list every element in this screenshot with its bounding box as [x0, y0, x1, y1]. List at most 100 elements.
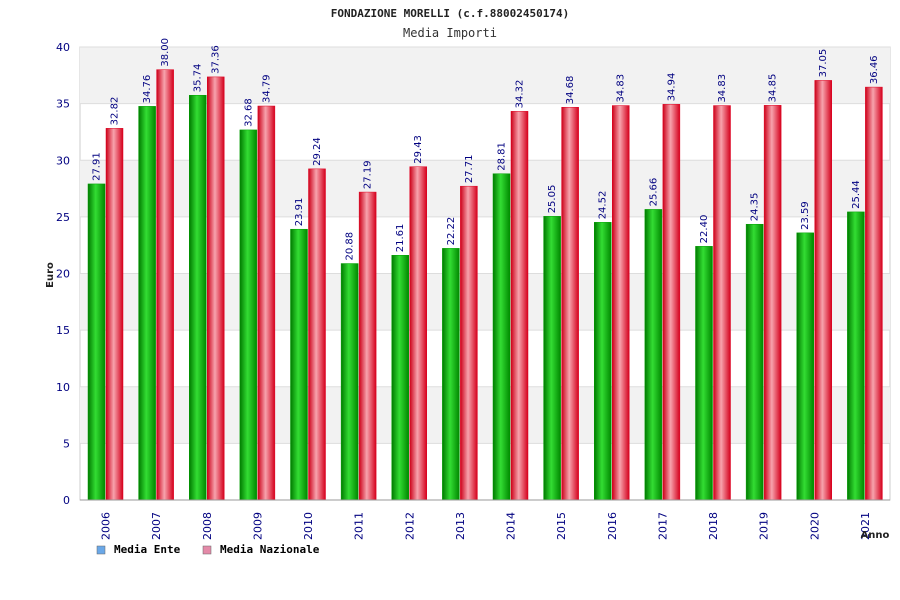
legend-swatch — [202, 545, 212, 555]
data-label: 34.68 — [565, 76, 576, 105]
data-label: 34.85 — [768, 74, 779, 103]
data-label: 28.81 — [497, 142, 508, 171]
y-tick-label: 10 — [56, 381, 70, 394]
data-label: 22.40 — [699, 215, 710, 244]
x-tick-label: 2020 — [808, 512, 821, 540]
y-tick-label: 0 — [63, 494, 70, 507]
x-tick-label: 2011 — [353, 512, 366, 540]
x-tick-label: 2007 — [150, 512, 163, 540]
y-axis: 0 5 10 15 20 25 30 35 40 — [56, 41, 70, 507]
data-label: 24.52 — [598, 191, 609, 220]
x-axis-label: Anno — [861, 530, 890, 541]
bar-media-nazionale — [409, 166, 427, 501]
data-label: 27.91 — [92, 152, 103, 181]
legend-label: Media Nazionale — [220, 543, 320, 556]
chart-subtitle: Media Importi — [403, 26, 497, 40]
data-label: 32.68 — [243, 98, 254, 127]
data-label: 34.76 — [142, 75, 153, 104]
x-tick-label: 2009 — [251, 512, 264, 540]
data-label: 38.00 — [160, 38, 171, 67]
x-tick-label: 2008 — [201, 512, 214, 540]
x-tick-label: 2016 — [606, 512, 619, 540]
data-label: 20.88 — [345, 232, 356, 261]
bar-media-ente — [543, 216, 561, 501]
bar-media-ente — [87, 183, 106, 501]
data-label: 37.05 — [818, 49, 829, 78]
bar-media-ente — [594, 222, 612, 501]
bar-media-ente — [138, 106, 156, 501]
bar-media-nazionale — [156, 69, 174, 501]
data-label: 24.35 — [750, 193, 761, 222]
bar-media-nazionale — [105, 128, 124, 501]
x-tick-label: 2012 — [403, 512, 416, 540]
bar-series: 27.91 32.82 34.76 38.00 35.74 37.36 32.68 34.79… — [87, 38, 883, 501]
data-label: 29.43 — [413, 135, 424, 164]
bar-media-nazionale — [662, 104, 681, 501]
bar-media-nazionale — [460, 185, 478, 501]
bar-media-ente — [239, 129, 258, 501]
y-axis-label: Euro — [45, 262, 56, 288]
legend-swatch — [96, 545, 106, 555]
bar-media-nazionale — [713, 105, 731, 501]
bar-media-ente — [340, 263, 359, 501]
legend-label: Media Ente — [114, 543, 181, 556]
bar-media-ente — [796, 232, 814, 501]
data-label: 34.83 — [616, 74, 627, 103]
data-label: 25.05 — [547, 185, 558, 214]
data-label: 34.32 — [515, 80, 526, 109]
data-label: 35.74 — [193, 64, 204, 93]
data-label: 32.82 — [110, 97, 121, 126]
data-label: 37.36 — [211, 45, 222, 74]
data-label: 25.66 — [648, 178, 659, 207]
bar-media-ente — [847, 211, 865, 501]
y-tick-label: 20 — [56, 268, 70, 281]
bar-media-nazionale — [865, 86, 883, 501]
bar-media-ente — [745, 223, 764, 501]
x-tick-label: 2021 — [859, 512, 872, 540]
y-tick-label: 40 — [56, 41, 70, 54]
y-tick-label: 30 — [56, 154, 70, 167]
x-tick-label: 2014 — [505, 512, 518, 540]
bar-media-ente — [442, 248, 460, 501]
x-tick-label: 2017 — [656, 512, 669, 540]
y-tick-label: 5 — [63, 437, 70, 450]
x-tick-label: 2019 — [758, 512, 771, 540]
x-tick-label: 2006 — [100, 512, 113, 540]
bar-media-ente — [492, 173, 511, 501]
x-tick-label: 2013 — [454, 512, 467, 540]
bar-media-ente — [644, 209, 663, 501]
bar-media-ente — [695, 246, 713, 501]
data-label: 27.71 — [464, 155, 475, 184]
data-label: 29.24 — [312, 137, 323, 166]
bar-media-nazionale — [561, 106, 579, 501]
bar-media-nazionale — [814, 80, 832, 501]
bar-media-ente — [290, 228, 308, 501]
data-label: 34.79 — [261, 74, 272, 103]
data-label: 34.83 — [717, 74, 728, 103]
data-label: 23.91 — [294, 198, 305, 227]
bar-media-ente — [391, 255, 409, 501]
chart-title: FONDAZIONE MORELLI (c.f.88002450174) — [331, 7, 569, 20]
data-label: 21.61 — [395, 224, 406, 253]
x-tick-label: 2015 — [555, 512, 568, 540]
bar-media-nazionale — [207, 76, 225, 501]
data-label: 23.59 — [800, 201, 811, 230]
x-tick-label: 2010 — [302, 512, 315, 540]
bar-media-nazionale — [510, 111, 529, 501]
bar-media-nazionale — [257, 105, 276, 501]
data-label: 22.22 — [446, 217, 457, 246]
bar-media-nazionale — [612, 105, 630, 501]
legend: Media Ente Media Nazionale — [96, 543, 320, 556]
data-label: 34.94 — [666, 73, 677, 102]
data-label: 25.44 — [851, 180, 862, 209]
y-tick-label: 25 — [56, 211, 70, 224]
y-tick-label: 15 — [56, 324, 70, 337]
bar-media-nazionale — [358, 191, 377, 501]
data-label: 36.46 — [869, 55, 880, 84]
bar-media-ente — [189, 94, 207, 501]
y-tick-label: 35 — [56, 98, 70, 111]
x-axis: 2006 2007 2008 2009 2010 2011 2012 2013 2014 2015… — [80, 499, 890, 540]
bar-media-nazionale — [308, 168, 326, 501]
